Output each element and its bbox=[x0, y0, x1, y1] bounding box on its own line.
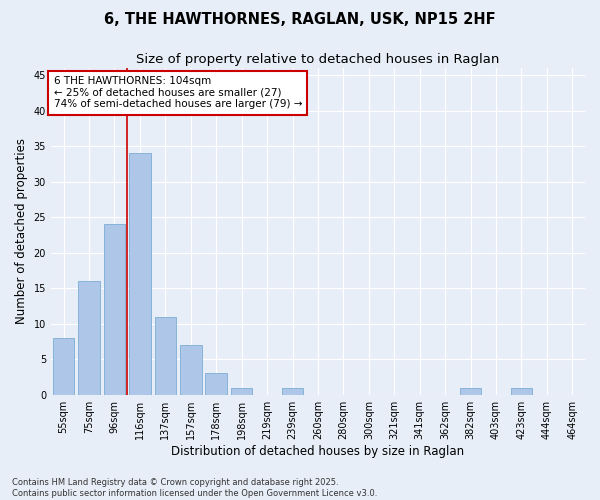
Bar bbox=[205, 374, 227, 394]
X-axis label: Distribution of detached houses by size in Raglan: Distribution of detached houses by size … bbox=[172, 444, 464, 458]
Bar bbox=[155, 316, 176, 394]
Bar bbox=[53, 338, 74, 394]
Bar bbox=[282, 388, 304, 394]
Bar bbox=[104, 224, 125, 394]
Bar bbox=[460, 388, 481, 394]
Bar bbox=[129, 154, 151, 394]
Text: 6 THE HAWTHORNES: 104sqm
← 25% of detached houses are smaller (27)
74% of semi-d: 6 THE HAWTHORNES: 104sqm ← 25% of detach… bbox=[53, 76, 302, 110]
Bar bbox=[231, 388, 253, 394]
Title: Size of property relative to detached houses in Raglan: Size of property relative to detached ho… bbox=[136, 52, 500, 66]
Bar bbox=[180, 345, 202, 395]
Text: 6, THE HAWTHORNES, RAGLAN, USK, NP15 2HF: 6, THE HAWTHORNES, RAGLAN, USK, NP15 2HF bbox=[104, 12, 496, 28]
Y-axis label: Number of detached properties: Number of detached properties bbox=[15, 138, 28, 324]
Bar bbox=[78, 281, 100, 394]
Bar bbox=[511, 388, 532, 394]
Text: Contains HM Land Registry data © Crown copyright and database right 2025.
Contai: Contains HM Land Registry data © Crown c… bbox=[12, 478, 377, 498]
